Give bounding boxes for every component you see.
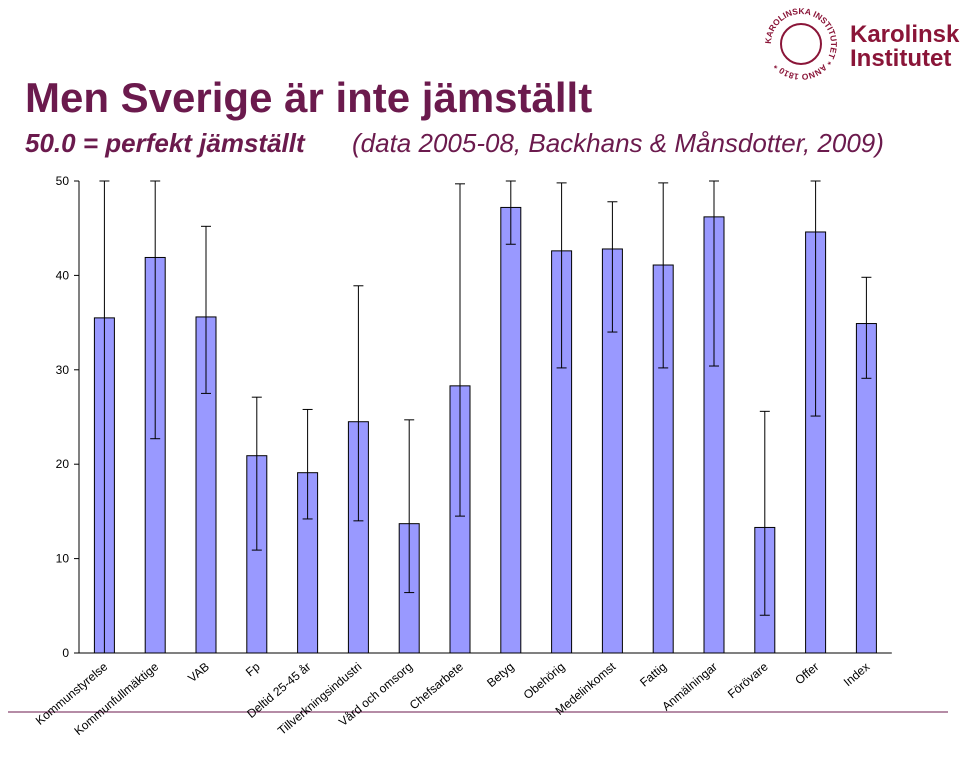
error-bar: [404, 419, 415, 594]
x-tick-label: Offer: [792, 660, 821, 688]
x-tick-label: Förövare: [725, 659, 771, 701]
x-tick-label: Betyg: [484, 660, 517, 690]
error-bar: [658, 182, 669, 369]
error-bar: [607, 201, 618, 333]
x-tick-label: Obehörig: [521, 660, 568, 702]
subtitle-note: (data 2005-08, Backhans & Månsdotter, 20…: [352, 128, 884, 158]
seal-ring: [780, 23, 822, 65]
error-bar: [150, 180, 161, 440]
y-tick-label: 20: [56, 457, 70, 471]
slide-title: Men Sverige är inte jämställt: [25, 74, 592, 121]
y-tick-label: 30: [56, 363, 70, 377]
x-tick-label: Chefsarbete: [407, 659, 466, 712]
error-bar: [353, 285, 364, 522]
y-tick-label: 0: [62, 646, 69, 660]
y-tick-label: 10: [56, 552, 70, 566]
logo-line: Institutet: [850, 45, 951, 72]
error-bar: [709, 180, 719, 367]
x-tick-label: Fp: [243, 659, 263, 679]
error-bar: [810, 180, 821, 417]
bar: [500, 206, 522, 654]
x-tick-label: Index: [841, 660, 872, 690]
seal-text-path: KAROLINSKA INSTITUTET * ANNO 1810 *: [763, 6, 839, 82]
y-tick-label: 50: [56, 174, 70, 188]
x-tick-label: Anmälningar: [659, 660, 720, 714]
seal-text: KAROLINSKA INSTITUTET * ANNO 1810 *: [763, 6, 839, 82]
error-bar: [201, 225, 211, 394]
error-bar: [759, 410, 770, 616]
error-bar: [861, 276, 872, 379]
x-tick-label: VAB: [185, 660, 212, 686]
x-tick-label: Tillverkningsindustri: [275, 660, 364, 738]
x-tick-label: Kommunfullmäktige: [71, 659, 161, 738]
subtitle: 50.0 = perfekt jämställt: [25, 128, 306, 158]
error-bar: [455, 183, 465, 517]
error-bar: [302, 408, 313, 520]
y-tick-label: 40: [56, 268, 70, 282]
error-bar: [505, 180, 516, 245]
logo-line: Karolinska: [850, 21, 960, 48]
error-bar: [556, 182, 567, 369]
error-bar: [251, 396, 262, 551]
x-tick-label: Fattig: [637, 660, 669, 690]
